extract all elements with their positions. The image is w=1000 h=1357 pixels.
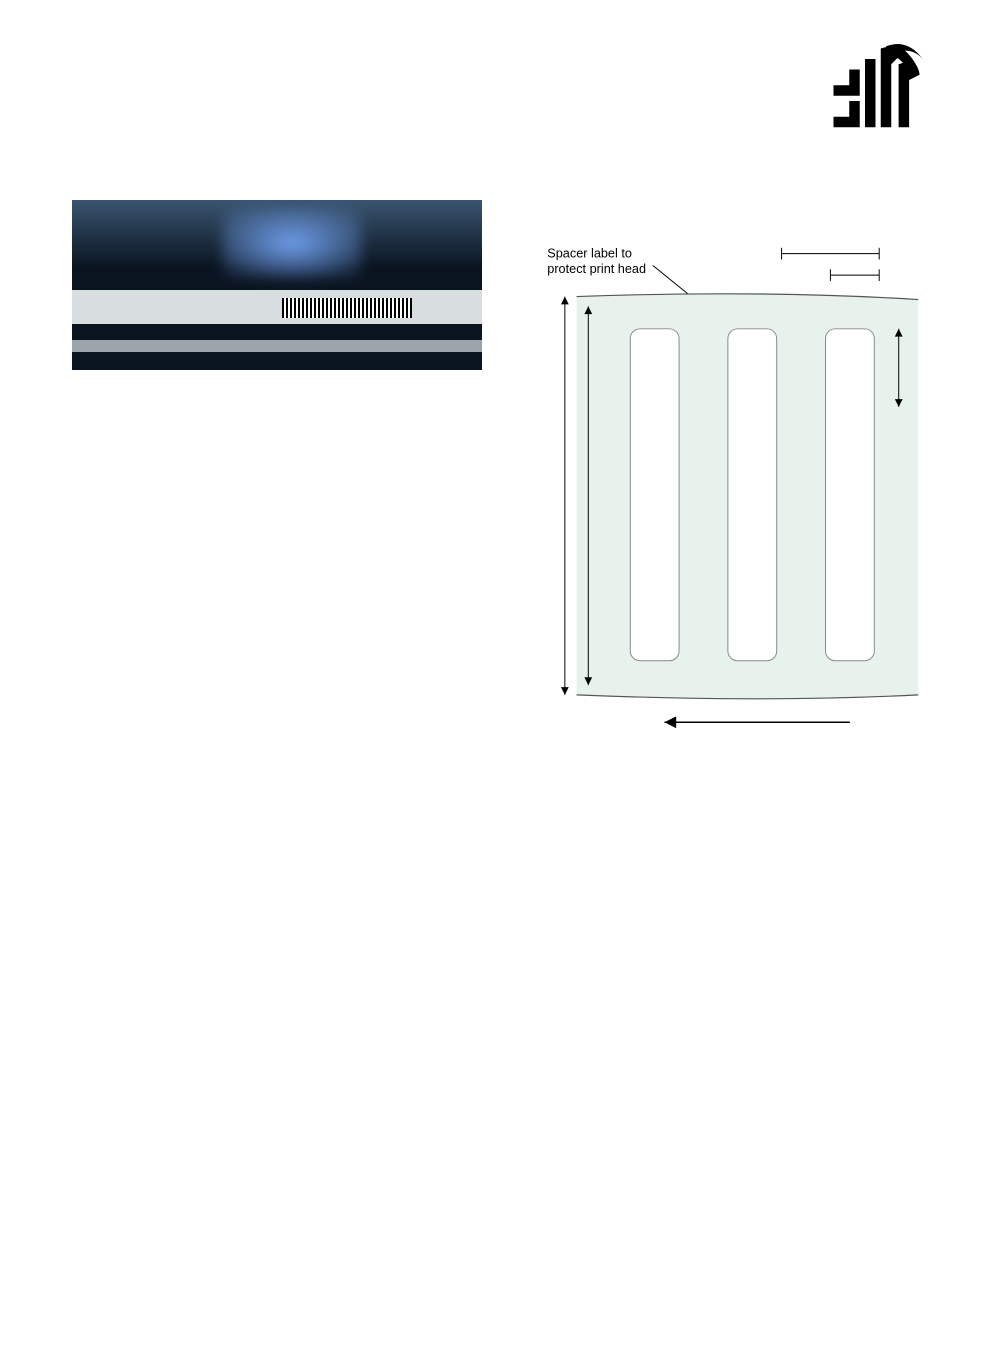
header	[72, 38, 928, 152]
barcode-icon	[282, 298, 412, 318]
polar-chart-1	[72, 434, 252, 614]
product-image	[72, 200, 482, 370]
content-columns: Spacer label to protect print head	[72, 200, 928, 768]
spacer-label-1: Spacer label to	[547, 247, 632, 261]
dimension-diagram: Spacer label to protect print head	[518, 230, 928, 740]
label-shapes	[577, 294, 919, 699]
brand-logo-area	[823, 38, 928, 152]
polar-chart-2	[260, 434, 440, 614]
left-column	[72, 200, 482, 768]
radiation-charts	[72, 434, 482, 614]
spacer-label-2: protect print head	[547, 262, 646, 276]
right-column: Spacer label to protect print head	[518, 200, 928, 768]
zebra-logo-icon	[823, 38, 928, 143]
